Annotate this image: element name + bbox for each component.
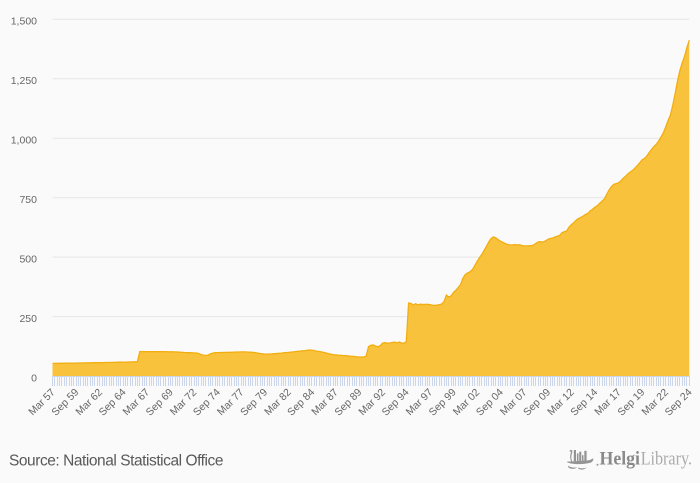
svg-text:Library.: Library. <box>641 449 692 470</box>
svg-text:500: 500 <box>19 253 37 265</box>
svg-text:750: 750 <box>19 194 37 206</box>
svg-text:Source: National Statistical O: Source: National Statistical Office <box>9 453 223 470</box>
svg-text:1,250: 1,250 <box>11 75 37 87</box>
svg-text:1,000: 1,000 <box>11 135 37 147</box>
svg-text:1,500: 1,500 <box>11 16 37 28</box>
svg-text:250: 250 <box>19 313 37 325</box>
svg-text:Helgi: Helgi <box>600 449 641 470</box>
svg-text:0: 0 <box>31 372 37 384</box>
